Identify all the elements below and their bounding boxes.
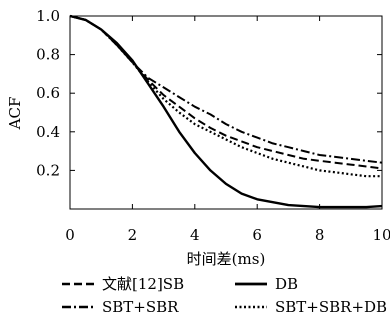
y-tick-label: 0.6 <box>36 84 60 102</box>
x-tick-label: 8 <box>315 226 325 244</box>
y-tick-label: 1.0 <box>36 7 60 25</box>
x-tick-label: 2 <box>128 226 138 244</box>
tick-layer: 0 2 4 6 8 10 0.2 0.4 0.6 0.8 1.0 <box>36 7 390 244</box>
y-tick-label: 0.4 <box>36 123 60 141</box>
series-line-3 <box>69 14 382 178</box>
legend-label-1: DB <box>275 275 298 293</box>
series-layer <box>69 14 383 209</box>
x-axis-label: 时间差(ms) <box>187 250 266 268</box>
x-tick-label: 0 <box>65 226 75 244</box>
plot-frame <box>69 15 383 210</box>
y-axis-label: ACF <box>6 97 24 131</box>
y-tick-label: 0.8 <box>36 46 60 64</box>
x-tick-label: 6 <box>252 226 262 244</box>
x-tick-label: 4 <box>190 226 200 244</box>
legend: 文献[12]SB DB SBT+SBR SBT+SBR+DB <box>62 275 387 316</box>
x-tick-label: 10 <box>372 226 390 244</box>
y-tick-label: 0.2 <box>36 161 60 179</box>
legend-label-3: SBT+SBR+DB <box>275 298 387 316</box>
series-line-1 <box>69 14 383 209</box>
series-line-0 <box>69 15 383 170</box>
legend-label-2: SBT+SBR <box>102 298 179 316</box>
legend-label-0: 文献[12]SB <box>102 275 184 293</box>
